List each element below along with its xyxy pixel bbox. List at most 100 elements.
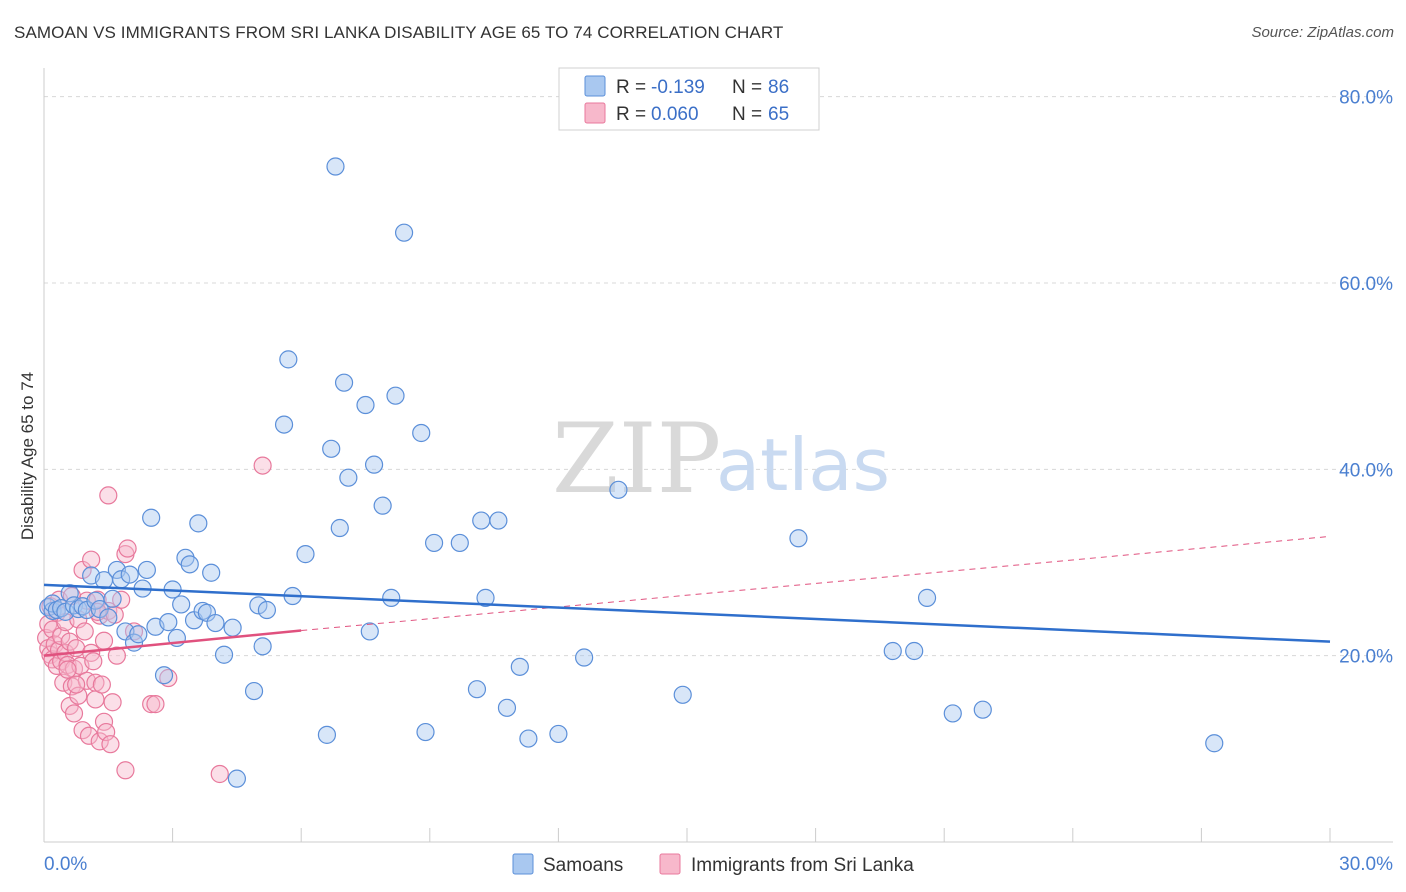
samoans-point-42 xyxy=(227,769,246,788)
samoans-point-64 xyxy=(412,423,431,443)
y-tick-label-80: 80.0% xyxy=(1339,88,1393,109)
legend: R = -0.139 N = 86 R = 0.060 N = 65 xyxy=(558,67,820,131)
samoans-point-67 xyxy=(450,533,469,553)
x-tick-label-max: 30.0% xyxy=(1339,854,1393,875)
legend-r-label-srilanka: R = xyxy=(616,104,646,125)
legend-n-value-srilanka: 65 xyxy=(768,104,789,125)
samoans-point-77 xyxy=(609,480,628,499)
chart-title: SAMOAN VS IMMIGRANTS FROM SRI LANKA DISA… xyxy=(14,23,784,42)
samoans-point-60 xyxy=(373,496,392,515)
legend-n-label-srilanka: N = xyxy=(732,104,762,125)
y-axis-label: Disability Age 65 to 74 xyxy=(18,372,37,540)
srilanka-point-44 xyxy=(99,486,118,505)
watermark-zip: ZIP xyxy=(552,403,721,515)
samoans-point-73 xyxy=(510,657,529,676)
samoans-point-6 xyxy=(60,584,79,603)
samoans-point-53 xyxy=(326,157,345,176)
samoans-point-68 xyxy=(467,680,487,699)
srilanka-point-50 xyxy=(116,761,135,780)
samoans-point-48 xyxy=(279,350,298,369)
samoans-point-55 xyxy=(334,373,354,392)
y-tick-label-20: 20.0% xyxy=(1339,647,1393,668)
srilanka-point-62 xyxy=(67,675,86,694)
srilanka-point-45 xyxy=(101,735,120,754)
legend-swatch-samoans xyxy=(584,75,606,97)
srilanka-point-39 xyxy=(92,675,111,694)
samoans-point-44 xyxy=(249,596,268,615)
samoans-point-28 xyxy=(159,613,178,632)
samoans-point-82 xyxy=(917,588,937,607)
samoans-point-58 xyxy=(360,622,379,641)
srilanka-point-23 xyxy=(69,686,88,705)
trend-lines xyxy=(43,535,1331,657)
watermark: ZIP atlas xyxy=(552,403,890,515)
chart-source: Source: ZipAtlas.com xyxy=(1251,24,1394,41)
samoans-point-51 xyxy=(317,725,337,744)
samoans-point-27 xyxy=(154,666,174,685)
samoans-point-69 xyxy=(472,511,491,530)
samoans-point-59 xyxy=(364,455,384,474)
samoans-point-74 xyxy=(519,729,538,748)
srilanka-trend-extension xyxy=(301,535,1331,632)
series-srilanka-points xyxy=(37,456,272,784)
samoans-point-50 xyxy=(296,545,315,564)
srilanka-point-57 xyxy=(210,764,229,784)
samoans-point-52 xyxy=(322,439,341,458)
samoans-point-84 xyxy=(973,700,992,719)
samoans-point-63 xyxy=(394,223,414,242)
srilanka-point-52 xyxy=(118,539,137,558)
samoans-point-16 xyxy=(103,589,122,608)
srilanka-point-31 xyxy=(82,550,101,569)
y-tick-labels: 20.0% 40.0% 60.0% 80.0% xyxy=(1339,88,1393,668)
samoans-point-15 xyxy=(99,608,118,627)
samoans-point-66 xyxy=(424,533,444,553)
samoans-point-43 xyxy=(244,681,264,701)
samoans-point-80 xyxy=(883,641,902,661)
watermark-atlas: atlas xyxy=(716,423,890,507)
samoans-point-25 xyxy=(142,508,161,527)
samoans-point-54 xyxy=(330,518,349,538)
samoans-point-24 xyxy=(137,560,156,580)
series-samoans-points xyxy=(39,157,1224,788)
grid-lines xyxy=(44,96,1393,657)
samoans-point-45 xyxy=(253,637,272,656)
srilanka-point-58 xyxy=(253,456,272,475)
legend-n-label-samoans: N = xyxy=(732,77,762,98)
legend-swatch-srilanka xyxy=(584,102,606,124)
samoans-point-65 xyxy=(416,722,435,742)
bottom-legend-swatch-samoans xyxy=(512,853,534,875)
samoans-point-39 xyxy=(206,613,225,633)
srilanka-point-42 xyxy=(97,722,116,742)
samoans-point-72 xyxy=(497,698,517,717)
samoans-point-41 xyxy=(223,618,242,637)
y-tick-label-60: 60.0% xyxy=(1339,274,1393,295)
srilanka-point-38 xyxy=(90,732,109,751)
srilanka-point-27 xyxy=(75,622,94,641)
legend-r-value-samoans: -0.139 xyxy=(651,77,705,98)
samoans-point-75 xyxy=(549,724,568,744)
srilanka-point-55 xyxy=(146,695,165,714)
srilanka-point-33 xyxy=(84,652,103,671)
samoans-point-62 xyxy=(386,386,405,405)
srilanka-point-46 xyxy=(103,693,122,712)
samoans-point-22 xyxy=(129,625,148,644)
samoans-point-35 xyxy=(189,514,208,533)
srilanka-point-16 xyxy=(60,632,79,651)
srilanka-point-20 xyxy=(64,704,84,723)
srilanka-trend-line xyxy=(43,629,302,657)
srilanka-point-40 xyxy=(94,631,114,650)
samoans-point-46 xyxy=(257,600,277,620)
srilanka-point-30 xyxy=(79,726,99,745)
samoans-point-78 xyxy=(673,685,692,704)
bottom-legend-swatch-srilanka xyxy=(659,853,681,875)
samoans-point-56 xyxy=(339,468,358,487)
samoans-point-83 xyxy=(943,704,962,723)
legend-r-label-samoans: R = xyxy=(616,77,646,98)
x-tick-label-min: 0.0% xyxy=(44,854,87,875)
srilanka-point-48 xyxy=(107,646,126,665)
samoans-point-85 xyxy=(1205,734,1224,753)
samoans-trend-line xyxy=(43,583,1331,643)
bottom-legend-label-srilanka: Immigrants from Sri Lanka xyxy=(691,855,914,876)
samoans-point-31 xyxy=(172,595,191,614)
